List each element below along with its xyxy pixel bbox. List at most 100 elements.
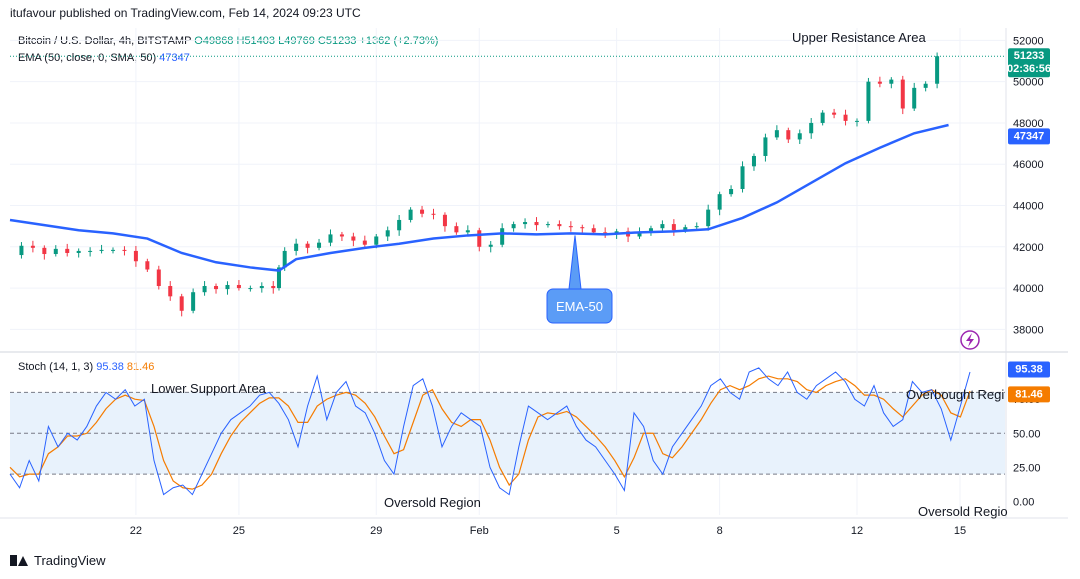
candle-up	[763, 137, 768, 156]
candle-down	[42, 247, 47, 255]
candle-down	[122, 249, 127, 251]
time-tick-label: 29	[370, 525, 382, 537]
candles	[10, 52, 1005, 317]
candle-up	[511, 224, 516, 229]
candle-up	[385, 230, 390, 237]
candle-up	[648, 228, 653, 233]
ema-callout-box	[546, 288, 613, 324]
ema-price-badge	[1008, 128, 1050, 145]
ema-price-badge-text: 47347	[1014, 130, 1045, 142]
stoch-k-badge	[1008, 361, 1050, 378]
candle-down	[362, 240, 367, 245]
candle-up	[545, 224, 550, 226]
tradingview-logo-icon	[10, 554, 30, 567]
candle-down	[843, 114, 848, 121]
candle-up	[751, 155, 756, 167]
annotations: Upper Resistance Area Lower Support Area O…	[151, 30, 1008, 519]
time-tick-label: 12	[851, 525, 863, 537]
candle-up	[202, 286, 207, 293]
candle-down	[305, 243, 310, 248]
candle-up	[694, 226, 699, 228]
candle-up	[912, 87, 917, 109]
candle-up	[854, 120, 859, 122]
price-tick-label: 46000	[1013, 159, 1044, 171]
candle-up	[408, 209, 413, 220]
brand-label: TradingView	[34, 553, 106, 568]
price-tick-label: 38000	[1013, 324, 1044, 336]
candle-up	[225, 284, 230, 290]
price-tick-label: 50000	[1013, 77, 1044, 89]
candle-up	[465, 230, 470, 233]
stoch-d-line	[9, 375, 971, 490]
candle-up	[660, 224, 665, 229]
candle-up	[889, 79, 894, 84]
candle-up	[488, 244, 493, 247]
candle-down	[832, 112, 837, 115]
candle-down	[420, 209, 425, 214]
candle-up	[923, 83, 928, 88]
candle-up	[683, 227, 688, 231]
ema-callout-pointer	[568, 235, 582, 290]
candle-down	[351, 236, 356, 241]
candle-up	[259, 286, 264, 289]
open-value: O49868	[194, 35, 234, 47]
candle-down	[214, 286, 219, 290]
price-tick-label: 40000	[1013, 283, 1044, 295]
price-tick-label: 52000	[1013, 35, 1044, 47]
candle-down	[65, 248, 70, 253]
time-tick-label: 8	[717, 525, 723, 537]
candle-up	[637, 232, 642, 237]
ema-callout-label: EMA-50	[556, 299, 603, 314]
candle-up	[99, 249, 104, 251]
candle-down	[477, 230, 482, 247]
stoch-d-value: 81.46	[126, 361, 155, 373]
low-value: L49769	[278, 35, 315, 47]
candle-up	[500, 228, 505, 245]
candle-up	[88, 250, 93, 252]
stoch-legend[interactable]: Stoch (14, 1, 3) 95.38 81.46	[18, 361, 154, 373]
high-value: H51403	[236, 35, 276, 47]
candle-down	[431, 213, 436, 215]
candle-up	[276, 267, 281, 289]
candle-up	[294, 243, 299, 251]
price-tick-label: 42000	[1013, 242, 1044, 254]
candle-up	[809, 122, 814, 134]
ema-line	[9, 123, 949, 272]
ema-legend[interactable]: EMA (50, close, 0, SMA, 50) 47347	[18, 52, 190, 64]
close-value: C51233	[317, 35, 357, 47]
lightning-icon	[960, 330, 980, 350]
stoch-d-badge-text: 81.46	[1015, 388, 1043, 400]
symbol-label[interactable]: Bitcoin / U.S. Dollar, 4h, BITSTAMP	[18, 35, 192, 47]
candle-down	[339, 234, 344, 237]
candle-down	[30, 245, 35, 248]
stoch-band	[10, 391, 1005, 475]
price-tick-label: 48000	[1013, 118, 1044, 130]
candle-up	[191, 292, 196, 311]
stoch-k-line	[9, 367, 971, 496]
brand: TradingView	[10, 553, 106, 568]
candle-up	[248, 288, 253, 290]
candle-up	[374, 236, 379, 245]
candle-down	[145, 261, 150, 270]
candle-down	[442, 214, 447, 227]
candle-up	[820, 112, 825, 123]
candle-up	[717, 194, 722, 210]
candle-down	[557, 224, 562, 227]
candle-up	[53, 248, 58, 255]
time-tick-label: 15	[954, 525, 966, 537]
overbought-region-label: Overbought Regi	[906, 387, 1004, 402]
stoch-tick-label: 50.00	[1013, 428, 1041, 440]
candle-down	[236, 284, 241, 289]
candle-down	[580, 227, 585, 229]
candle-up	[317, 242, 322, 248]
last-price-badge	[1008, 48, 1050, 78]
candle-down	[133, 250, 138, 262]
candle-up	[328, 234, 333, 243]
candle-up	[19, 245, 24, 256]
candle-up	[111, 249, 116, 251]
lightning-icon-bolt	[966, 333, 974, 347]
time-tick-label: 5	[614, 525, 620, 537]
